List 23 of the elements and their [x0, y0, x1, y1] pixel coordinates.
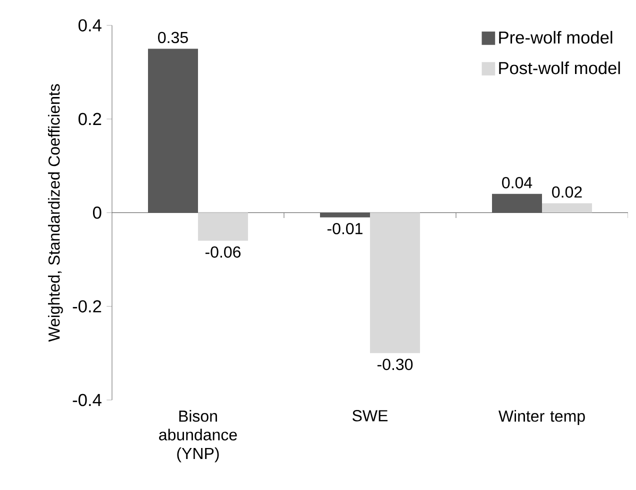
x-tick-label: Bison abundance (YNP)	[159, 410, 237, 462]
data-label: 0.04	[502, 177, 532, 188]
data-label: -0.01	[327, 222, 362, 234]
bar	[542, 203, 592, 213]
data-label: -0.30	[377, 358, 413, 370]
bar	[320, 212, 370, 218]
y-tick-label: 0.2	[78, 112, 102, 126]
y-axis-title: Weighted, Standardized Coefficients	[48, 84, 63, 342]
x-tick-label: Winter temp	[498, 410, 585, 425]
y-tick-label: 0.4	[78, 19, 102, 32]
legend-label: Post-wolf model	[499, 61, 620, 74]
x-tick-label: SWE	[352, 410, 388, 422]
y-tick-label: 0	[92, 206, 102, 219]
bar	[492, 194, 542, 213]
legend-label: Pre-wolf model	[499, 30, 612, 44]
data-label: -0.06	[205, 246, 241, 258]
data-label: 0.35	[158, 32, 188, 44]
data-label: 0.02	[552, 186, 582, 198]
bar	[198, 212, 248, 241]
bar	[148, 48, 198, 213]
y-tick-label: -0.4	[72, 394, 102, 406]
y-tick-label: -0.2	[72, 300, 102, 312]
bar	[370, 212, 420, 354]
